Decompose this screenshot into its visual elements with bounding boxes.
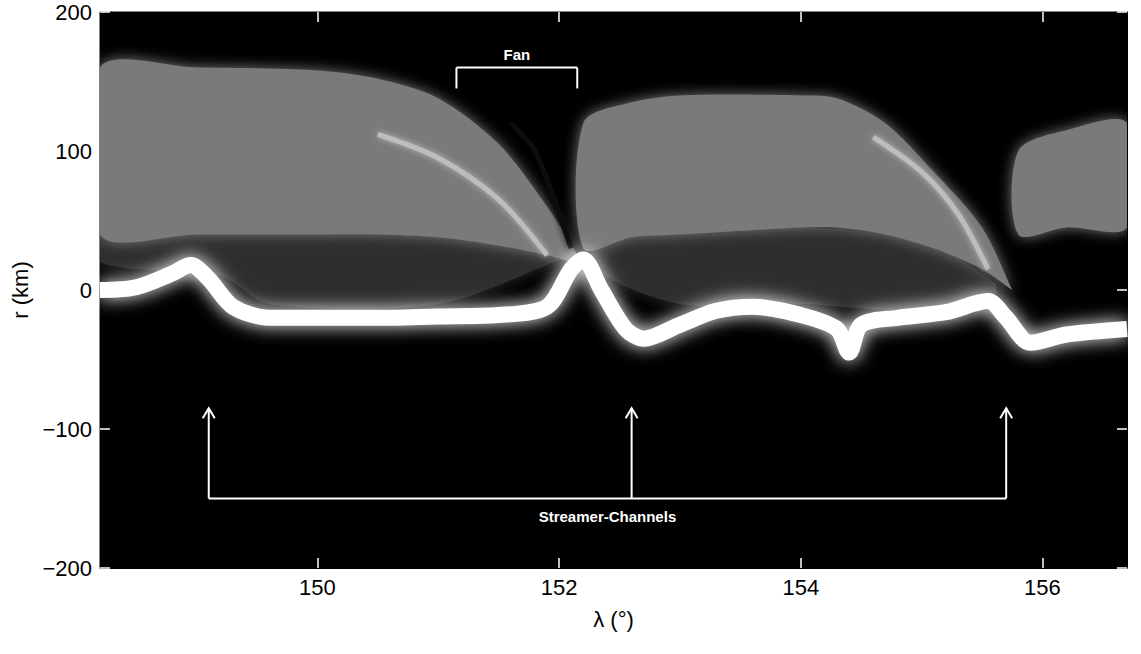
svg-text:150: 150 bbox=[299, 575, 336, 600]
svg-text:−200: −200 bbox=[42, 556, 92, 581]
svg-text:−100: −100 bbox=[42, 417, 92, 442]
svg-text:156: 156 bbox=[1024, 575, 1061, 600]
svg-text:152: 152 bbox=[541, 575, 578, 600]
svg-text:Fan: Fan bbox=[504, 46, 531, 63]
svg-text:Streamer-Channels: Streamer-Channels bbox=[539, 508, 677, 525]
svg-text:0: 0 bbox=[80, 278, 92, 303]
svg-text:200: 200 bbox=[55, 0, 92, 25]
svg-text:r (km): r (km) bbox=[8, 261, 33, 318]
svg-text:λ (°): λ (°) bbox=[593, 607, 634, 632]
svg-text:100: 100 bbox=[55, 139, 92, 164]
svg-text:154: 154 bbox=[782, 575, 819, 600]
